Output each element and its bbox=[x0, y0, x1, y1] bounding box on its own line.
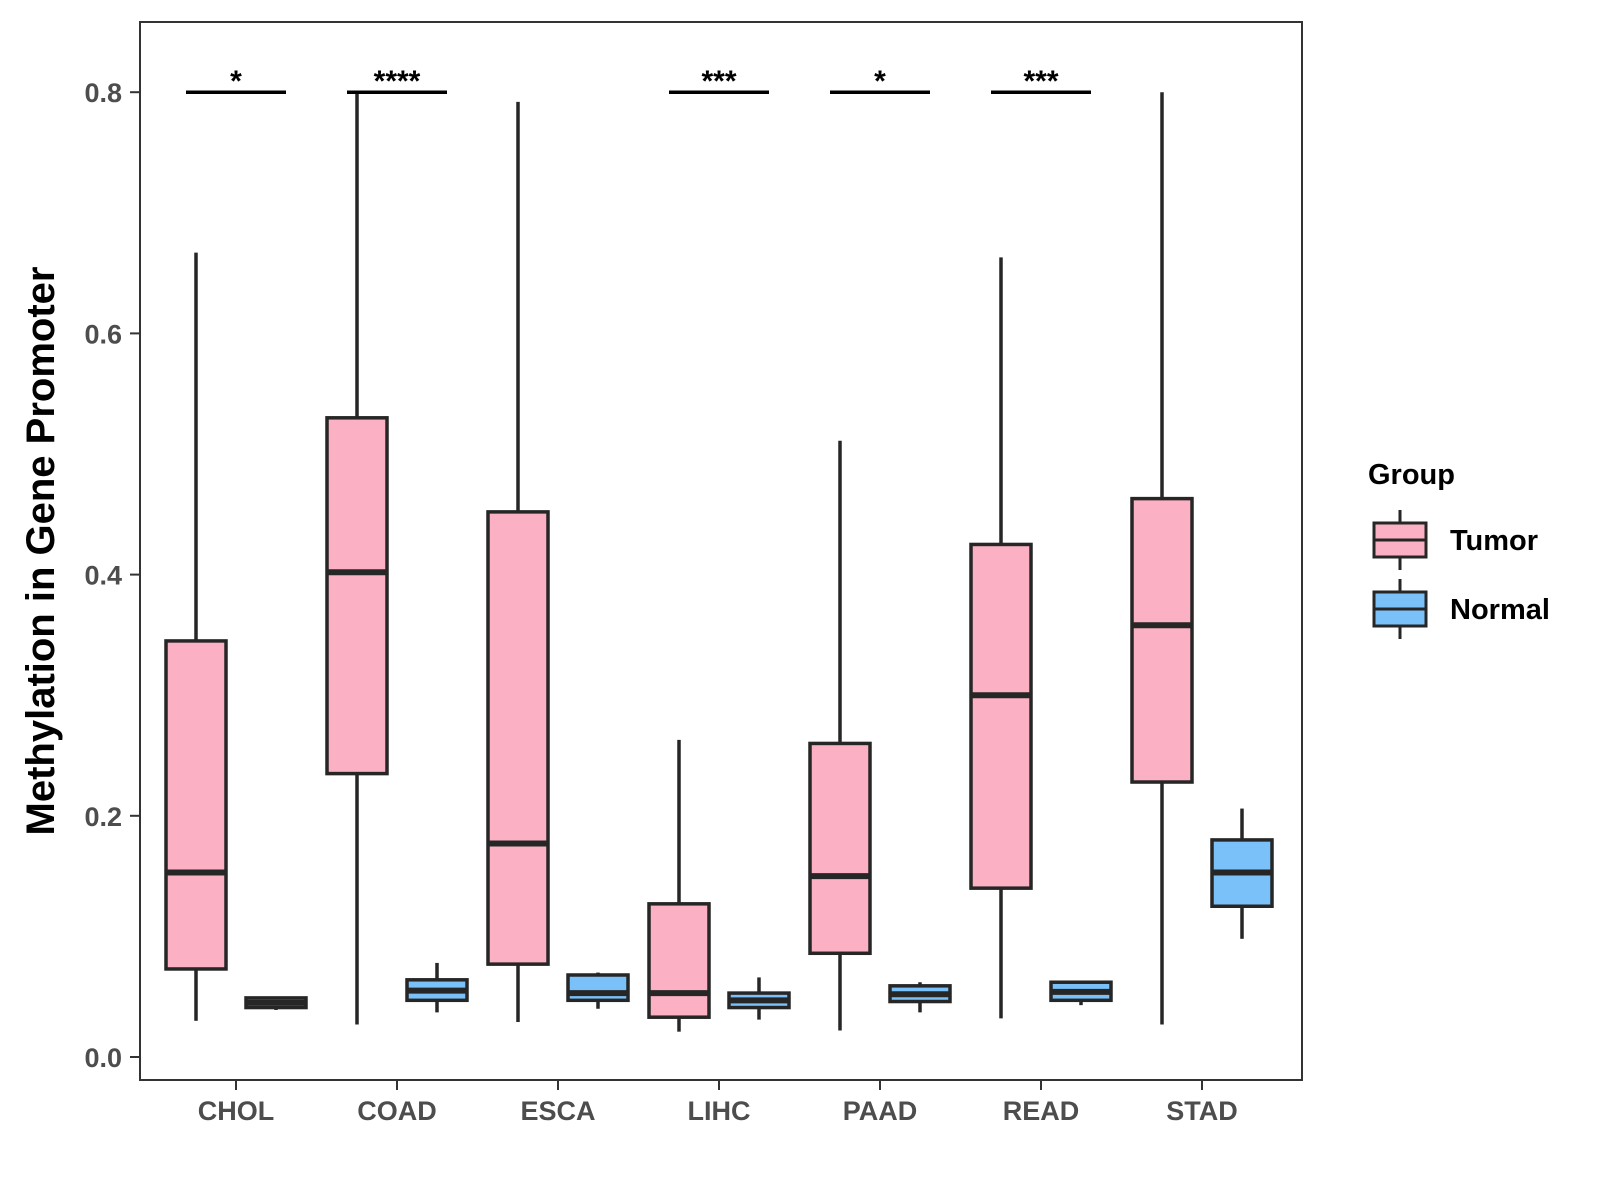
box-normal-esca bbox=[566, 972, 630, 1009]
box-tumor-stad bbox=[1130, 92, 1194, 1025]
box-normal-chol bbox=[244, 996, 308, 1010]
box-body bbox=[808, 741, 872, 956]
x-tick-label: READ bbox=[1003, 1096, 1080, 1126]
significance-label: * bbox=[874, 65, 886, 98]
significance-label: * bbox=[230, 65, 242, 98]
legend-label: Normal bbox=[1450, 594, 1550, 626]
box-tumor-lihc bbox=[647, 739, 711, 1032]
box-body bbox=[647, 902, 711, 1019]
x-tick-label: LIHC bbox=[688, 1096, 751, 1126]
legend: Group Tumor Normal bbox=[1368, 459, 1550, 639]
significance-annotations: * **** *** * *** bbox=[186, 65, 1091, 98]
y-tick-label: 0.6 bbox=[84, 319, 122, 349]
legend-title: Group bbox=[1368, 459, 1455, 491]
box-body bbox=[486, 510, 550, 966]
plot-panel bbox=[139, 21, 1303, 1081]
x-tick-label: STAD bbox=[1166, 1096, 1238, 1126]
box-tumor-read bbox=[969, 257, 1033, 1019]
box-normal-read bbox=[1049, 980, 1113, 1006]
box-body bbox=[1130, 496, 1194, 784]
significance-label: **** bbox=[374, 65, 421, 98]
box-tumor-chol bbox=[164, 252, 228, 1021]
y-tick-label: 0.2 bbox=[84, 802, 122, 832]
box-normal-stad bbox=[1210, 808, 1274, 939]
box-body bbox=[325, 416, 389, 776]
box-normal-coad bbox=[405, 962, 469, 1013]
x-tick-label: COAD bbox=[357, 1096, 437, 1126]
box-tumor-paad bbox=[808, 440, 872, 1031]
box-normal-paad bbox=[888, 982, 952, 1013]
box-body bbox=[566, 973, 630, 1003]
box-tumor-esca bbox=[486, 101, 550, 1023]
box-tumor-coad bbox=[325, 92, 389, 1025]
y-tick-label: 0.4 bbox=[84, 561, 122, 591]
y-axis: 0.0 0.2 0.4 0.6 0.8 bbox=[84, 78, 140, 1073]
legend-entry-normal: Normal bbox=[1372, 579, 1550, 639]
legend-entry-tumor: Tumor bbox=[1372, 510, 1538, 570]
legend-label: Tumor bbox=[1450, 525, 1538, 557]
y-tick-label: 0.8 bbox=[84, 78, 122, 108]
x-tick-label: PAAD bbox=[843, 1096, 918, 1126]
box-body bbox=[969, 542, 1033, 890]
y-tick-label: 0.0 bbox=[84, 1043, 122, 1073]
x-tick-label: ESCA bbox=[520, 1096, 595, 1126]
x-axis: CHOL COAD ESCA LIHC PAAD READ STAD bbox=[198, 1080, 1238, 1126]
significance-label: *** bbox=[701, 65, 736, 98]
significance-label: *** bbox=[1023, 65, 1058, 98]
box-normal-lihc bbox=[727, 977, 791, 1020]
x-tick-label: CHOL bbox=[198, 1096, 275, 1126]
box-series-group bbox=[164, 92, 1274, 1032]
box-body bbox=[164, 639, 228, 971]
y-axis-title: Methylation in Gene Promoter bbox=[19, 267, 63, 836]
